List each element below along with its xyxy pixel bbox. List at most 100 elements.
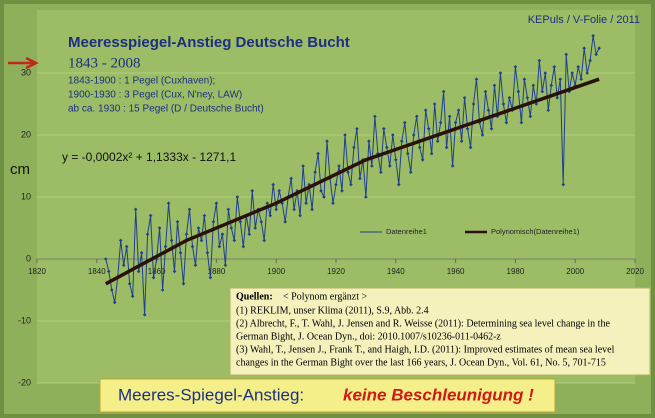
point — [199, 238, 204, 243]
point — [289, 176, 293, 181]
point — [268, 213, 273, 218]
point — [112, 300, 117, 305]
point — [238, 220, 243, 224]
point — [295, 189, 299, 193]
y-tick-label: 10 — [21, 191, 31, 201]
point — [525, 96, 530, 100]
source-line: changes in the German Bight over the las… — [236, 357, 606, 368]
point — [292, 207, 296, 212]
point — [259, 220, 264, 224]
point — [121, 263, 126, 267]
point — [435, 139, 440, 143]
subtitle: 1843 - 2008 — [68, 55, 141, 71]
point — [411, 133, 416, 137]
y-tick-label: -10 — [18, 315, 31, 325]
x-tick-label: 1960 — [447, 267, 465, 276]
point — [184, 232, 189, 236]
point — [226, 207, 231, 212]
point — [364, 195, 368, 199]
point — [325, 139, 329, 143]
arrow — [8, 56, 39, 70]
point — [588, 58, 592, 63]
point — [516, 89, 521, 94]
point — [142, 313, 147, 317]
point — [208, 275, 213, 280]
point — [429, 151, 434, 156]
point — [118, 238, 123, 243]
x-tick-label: 1880 — [208, 267, 226, 276]
point — [124, 244, 129, 249]
point — [408, 170, 413, 174]
point — [480, 133, 485, 137]
point — [265, 201, 270, 205]
point — [468, 145, 473, 150]
point — [190, 244, 195, 249]
point — [447, 114, 452, 119]
x-tick-label: 1860 — [148, 267, 166, 276]
point — [205, 251, 210, 255]
point — [373, 114, 377, 119]
point — [465, 127, 470, 131]
point — [450, 164, 455, 168]
point — [471, 102, 476, 106]
point — [594, 52, 598, 57]
point — [474, 77, 479, 81]
point — [151, 275, 156, 280]
point — [220, 232, 225, 236]
point — [591, 34, 595, 38]
point — [537, 58, 542, 63]
point — [346, 170, 350, 174]
point — [322, 195, 326, 199]
point — [271, 182, 276, 187]
x-tick-label: 1980 — [507, 267, 525, 276]
point — [109, 288, 114, 292]
point — [316, 151, 320, 156]
point — [187, 207, 192, 212]
point — [379, 170, 383, 174]
point — [253, 226, 258, 230]
banner — [99, 378, 556, 413]
point — [337, 164, 341, 168]
point — [148, 213, 153, 218]
point — [405, 151, 410, 156]
point — [564, 52, 569, 57]
note: 1900-1930 : 3 Pegel (Cux, N'ney, LAW) — [68, 90, 242, 101]
equation: y = -0,0002x² + 1,1333x - 1271,1 — [62, 150, 236, 164]
point — [459, 139, 464, 143]
point — [127, 282, 132, 286]
point — [385, 145, 389, 150]
point — [534, 102, 539, 106]
chart-title: Meeresspiegel-Anstieg Deutsche Bucht — [68, 34, 350, 51]
point — [319, 189, 323, 193]
point — [561, 182, 566, 187]
point — [414, 114, 419, 119]
x-tick-label: 1920 — [327, 267, 345, 276]
point — [396, 182, 401, 187]
point — [262, 238, 267, 243]
point — [519, 120, 524, 125]
point — [391, 133, 395, 137]
point — [456, 108, 461, 112]
point — [352, 145, 356, 150]
y-tick-label: 20 — [21, 129, 31, 139]
point — [217, 244, 222, 249]
point — [136, 269, 141, 274]
point — [343, 133, 347, 137]
point — [420, 158, 425, 162]
sources-box — [229, 287, 651, 376]
point — [453, 120, 458, 125]
point — [585, 71, 589, 75]
point — [355, 127, 359, 131]
point — [423, 108, 428, 112]
point — [402, 120, 407, 125]
point — [597, 46, 601, 50]
point — [193, 263, 198, 267]
point — [301, 164, 305, 168]
point — [489, 127, 494, 131]
point — [232, 238, 237, 243]
legend-label: Polynomisch(Datenreihe1) — [491, 227, 580, 236]
point — [555, 96, 560, 100]
point — [304, 201, 308, 205]
point — [558, 77, 563, 81]
sources-heading: Quellen: — [236, 291, 273, 302]
